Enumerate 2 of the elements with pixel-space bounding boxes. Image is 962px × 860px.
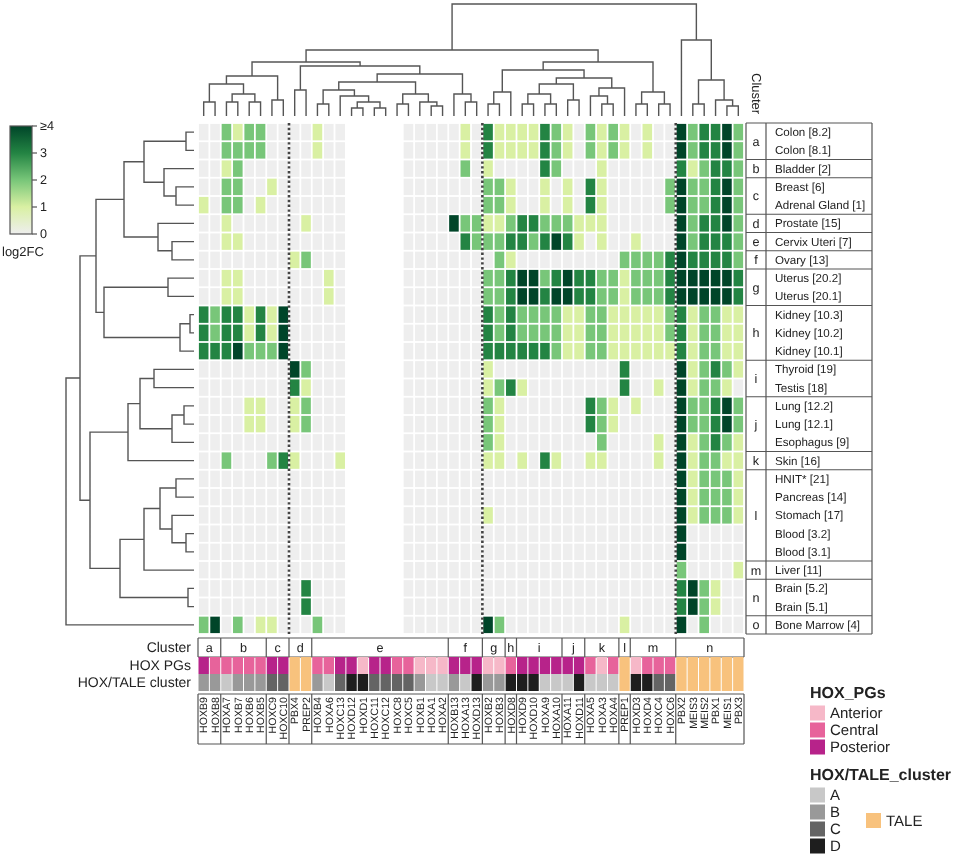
legend-title: HOX_PGs [810,684,887,702]
legend-title: HOX/TALE_cluster [810,766,952,784]
